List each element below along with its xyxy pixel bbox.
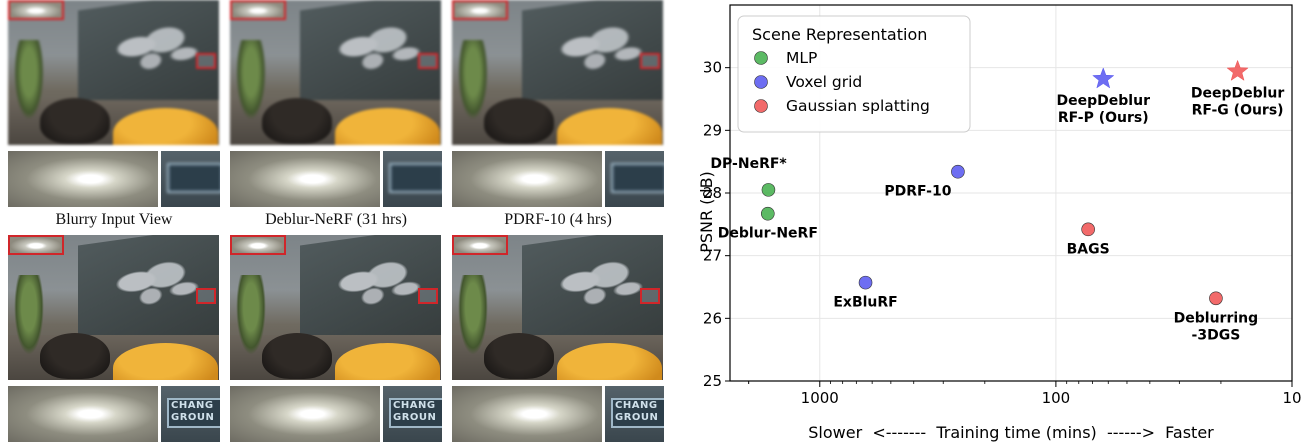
sign-text-line2: GROUN <box>393 412 437 423</box>
x-tick-label: 10 <box>1282 389 1301 407</box>
y-tick-label: 28 <box>703 184 722 202</box>
legend-label: Gaussian splatting <box>786 97 930 115</box>
star-marker <box>1226 59 1249 81</box>
scene-pdrf-10 <box>452 0 663 145</box>
crop-light-result-2 <box>230 386 380 442</box>
caption-blurry-input: Blurry Input View <box>55 211 173 228</box>
zoom-inset-box <box>452 0 508 20</box>
zoom-inset-box <box>8 235 64 255</box>
sign-text-line1: CHANG <box>615 400 658 411</box>
crop-light-deblur-nerf <box>230 151 380 207</box>
point-labels: DP-NeRF* Deblur-NeRF PDRF-10 ExBluRF BAGS Deb… <box>710 85 1284 343</box>
crop-light-result-3 <box>452 386 602 442</box>
y-tick-label: 26 <box>703 309 722 327</box>
crop-light-result-1 <box>8 386 158 442</box>
point-label: DeepDeblur RF-P (Ours) <box>1057 93 1151 126</box>
point-label: Deblur-NeRF <box>718 226 818 242</box>
legend-title: Scene Representation <box>752 25 927 44</box>
scene-result-1 <box>8 235 219 380</box>
point-label: BAGS <box>1067 241 1110 257</box>
crop-light-pdrf <box>452 151 602 207</box>
point-label: Deblurring -3DGS <box>1174 310 1259 343</box>
legend: Scene Representation MLP Voxel grid Gaussi… <box>737 15 971 133</box>
roi-box <box>418 288 438 304</box>
data-points <box>761 59 1249 306</box>
scene-deblur-nerf <box>230 0 441 145</box>
zoom-inset-box <box>8 0 64 20</box>
x-tick-label: 100 <box>1042 389 1071 407</box>
point-label: PDRF-10 <box>884 184 951 200</box>
sign-text-line2: GROUN <box>171 412 215 423</box>
roi-box <box>196 288 216 304</box>
legend-box <box>737 15 971 133</box>
crop-sign-pdrf <box>605 151 664 207</box>
x-axis-label: Slower <------- Training time (mins) ---… <box>808 423 1214 442</box>
scene-result-3 <box>452 235 663 380</box>
x-tick-label: 1000 <box>801 389 839 407</box>
caption-pdrf-10: PDRF-10 (4 hrs) <box>504 211 612 228</box>
legend-label: MLP <box>786 49 817 67</box>
roi-box <box>640 53 660 69</box>
crop-sign-blurry <box>161 151 220 207</box>
point-marker <box>761 206 775 221</box>
y-axis-label: PSNR (dB) <box>697 171 716 253</box>
scene-result-2 <box>230 235 441 380</box>
point-label: DeepDeblur RF-G (Ours) <box>1191 85 1285 118</box>
comparison-image-grid: Blurry Input View Deblur-NeRF (31 hrs) P… <box>8 0 688 445</box>
star-marker <box>1092 67 1115 89</box>
caption-deblur-nerf: Deblur-NeRF (31 hrs) <box>265 211 407 228</box>
point-marker <box>1081 222 1095 237</box>
point-marker <box>858 275 873 290</box>
point-label: ExBluRF <box>833 295 897 311</box>
y-tick-label: 27 <box>703 247 722 265</box>
roi-box <box>196 53 216 69</box>
crop-light-blurry <box>8 151 158 207</box>
point-marker <box>761 183 776 197</box>
sign-text-line1: CHANG <box>171 400 214 411</box>
crop-sign-deblur-nerf <box>383 151 442 207</box>
point-label: DP-NeRF* <box>710 156 787 172</box>
point-marker <box>951 164 965 179</box>
crop-sign-result-2: CHANG GROUN <box>383 386 442 442</box>
point-marker <box>1209 291 1223 306</box>
legend-label: Voxel grid <box>786 73 862 91</box>
zoom-inset-box <box>452 235 508 255</box>
sign-text-line1: CHANG <box>393 400 436 411</box>
y-tick-label: 25 <box>703 372 722 390</box>
axis-ticks: 25 26 27 28 29 30 1000 100 10 <box>703 59 1301 407</box>
y-tick-label: 29 <box>703 121 722 139</box>
chart-svg: 25 26 27 28 29 30 1000 100 10 DP-NeRF* Deblur-NeR… <box>697 4 1301 442</box>
crop-sign-result-1: CHANG GROUN <box>161 386 220 442</box>
zoom-inset-box <box>230 0 286 20</box>
scene-blurry-input <box>8 0 219 145</box>
psnr-vs-training-time-chart: 25 26 27 28 29 30 1000 100 10 DP-NeRF* Deblur-NeR… <box>690 0 1301 445</box>
crop-sign-result-3: CHANG GROUN <box>605 386 664 442</box>
sign-text-line2: GROUN <box>615 412 659 423</box>
roi-box <box>640 288 660 304</box>
legend-marker <box>754 75 768 89</box>
y-tick-label: 30 <box>703 59 722 77</box>
roi-box <box>418 53 438 69</box>
legend-marker <box>754 51 768 65</box>
legend-marker <box>754 99 768 113</box>
zoom-inset-box <box>230 235 286 255</box>
